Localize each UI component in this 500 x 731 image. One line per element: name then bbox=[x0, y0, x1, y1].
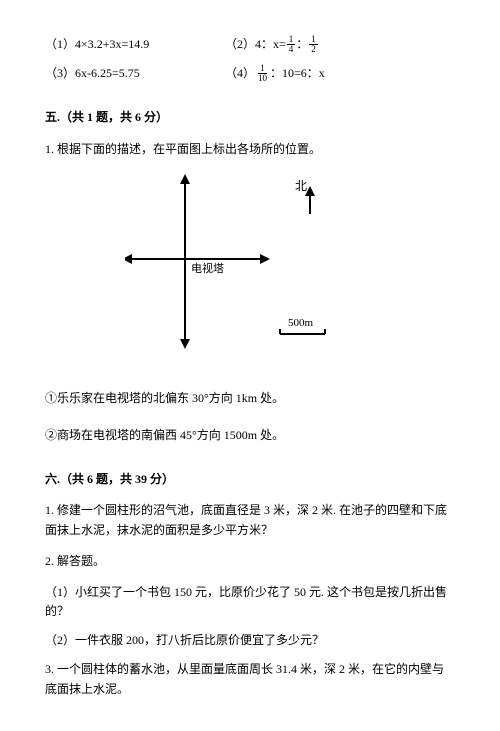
section5-item1: ①乐乐家在电视塔的北偏东 30°方向 1km 处。 bbox=[45, 389, 455, 408]
eq2-prefix: （2）4：x= bbox=[225, 35, 286, 54]
eq1-text: （1）4×3.2+3x=14.9 bbox=[45, 35, 149, 54]
eq4-prefix: （4） bbox=[225, 64, 255, 83]
scale-label: 500m bbox=[288, 317, 314, 329]
equation-4: （4） 1 10 ：10=6：x bbox=[225, 64, 325, 83]
equation-row-1: （1）4×3.2+3x=14.9 （2）4：x= 1 4 ： 1 2 bbox=[45, 35, 455, 54]
equation-1: （1）4×3.2+3x=14.9 bbox=[45, 35, 225, 54]
frac-den: 4 bbox=[287, 45, 296, 54]
arrow-down-icon bbox=[180, 339, 190, 349]
fraction-1-4: 1 4 bbox=[287, 35, 296, 54]
eq2-mid: ： bbox=[296, 35, 308, 54]
frac-den: 10 bbox=[256, 74, 269, 83]
north-label: 北 bbox=[295, 179, 307, 193]
diagram-svg: 北 电视塔 500m bbox=[125, 174, 375, 364]
eq4-suffix: ：10=6：x bbox=[270, 64, 325, 83]
center-label: 电视塔 bbox=[191, 261, 224, 275]
section6-q1: 1. 修建一个圆柱形的沼气池，底面直径是 3 米，深 2 米. 在池子的四壁和下… bbox=[45, 501, 455, 539]
equation-3: （3）6x-6.25=5.75 bbox=[45, 64, 225, 83]
section6-q2-2: （2）一件衣服 200，打八折后比原价便宜了多少元？ bbox=[45, 631, 455, 650]
section5-q1: 1. 根据下面的描述，在平面图上标出各场所的位置。 bbox=[45, 140, 455, 159]
section6-q2-1: （1）小红买了一个书包 150 元，比原价少花了 50 元. 这个书包是按几折出… bbox=[45, 583, 455, 621]
fraction-1-10: 1 10 bbox=[256, 64, 269, 83]
section6-q3: 3. 一个圆柱体的蓄水池，从里面量底面周长 31.4 米，深 2 米，在它的内壁… bbox=[45, 660, 455, 698]
section6-q2: 2. 解答题。 bbox=[45, 552, 455, 571]
equation-row-2: （3）6x-6.25=5.75 （4） 1 10 ：10=6：x bbox=[45, 64, 455, 83]
frac-den: 2 bbox=[309, 45, 318, 54]
coordinate-diagram: 北 电视塔 500m bbox=[125, 174, 375, 364]
section6-header: 六.（共 6 题，共 39 分） bbox=[45, 470, 455, 489]
section5-item2: ②商场在电视塔的南偏西 45°方向 1500m 处。 bbox=[45, 426, 455, 445]
eq3-text: （3）6x-6.25=5.75 bbox=[45, 64, 140, 83]
arrow-up-icon bbox=[180, 174, 190, 184]
arrow-left-icon bbox=[125, 254, 132, 264]
equation-2: （2）4：x= 1 4 ： 1 2 bbox=[225, 35, 319, 54]
section5-header: 五.（共 1 题，共 6 分） bbox=[45, 108, 455, 127]
arrow-right-icon bbox=[260, 254, 270, 264]
fraction-1-2: 1 2 bbox=[309, 35, 318, 54]
